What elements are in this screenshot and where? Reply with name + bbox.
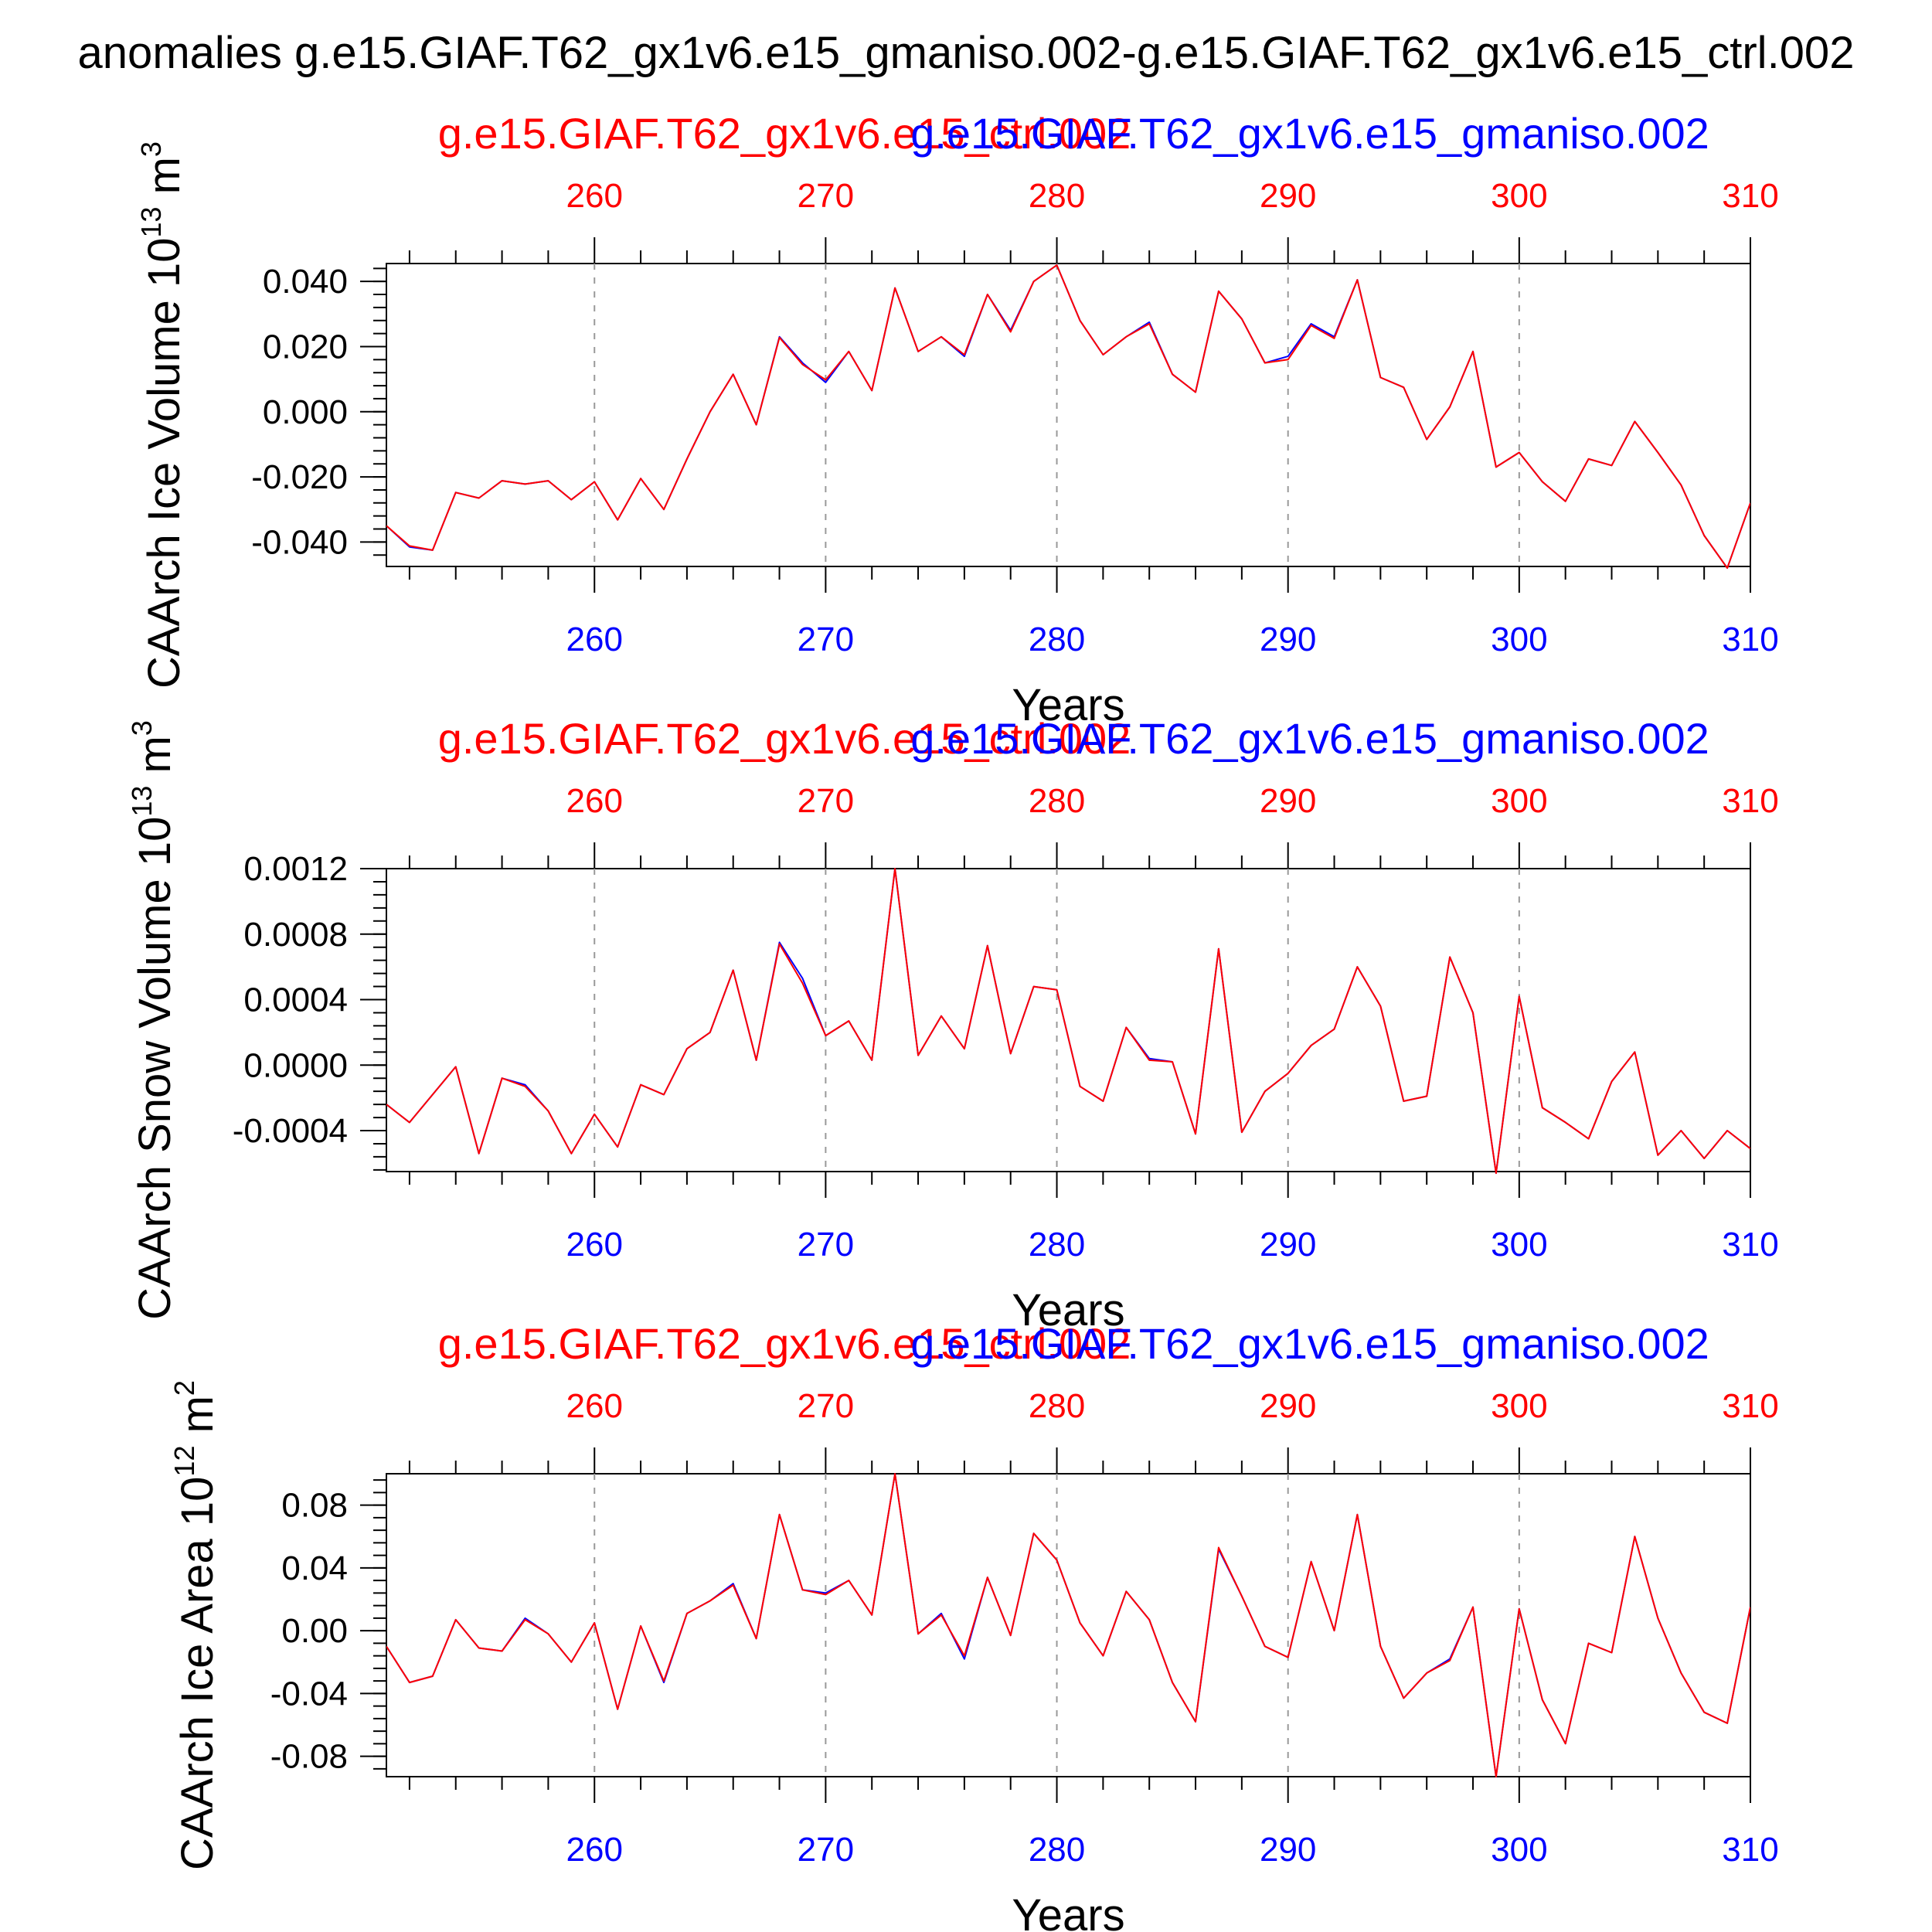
panel2-y-tick-label-2: 0.0004 <box>243 981 348 1019</box>
panel2-bottom-tick-label-290: 290 <box>1260 1226 1316 1264</box>
panel1-y-axis-label: CAArch Ice Volume 1013 m3 <box>135 141 189 689</box>
panel3-frame <box>386 1473 1751 1777</box>
panel1-series-line-ctrl <box>386 264 1750 570</box>
panel1-frame <box>386 263 1751 567</box>
panel2-top-tick-label-270: 270 <box>798 782 854 820</box>
panel1-bottom-tick-label-260: 260 <box>566 621 623 658</box>
panel1-y-tick-label-1: -0.020 <box>251 458 348 496</box>
panel2-bottom-tick-label-260: 260 <box>566 1226 623 1264</box>
panel3-x-axis-label: Years <box>1012 1890 1124 1932</box>
panel3-bottom-tick-label-280: 280 <box>1029 1831 1085 1869</box>
panel3-top-tick-label-310: 310 <box>1722 1387 1778 1425</box>
panel2-y-tick-label-4: 0.0012 <box>243 850 348 888</box>
panel2-legend-gmaniso: g.e15.GIAF.T62_gx1v6.e15_gmaniso.002 <box>910 714 1709 763</box>
panel2-y-tick-label-3: 0.0008 <box>243 916 348 954</box>
panel2-top-tick-label-280: 280 <box>1029 782 1085 820</box>
panel3-top-tick-label-300: 300 <box>1491 1387 1547 1425</box>
panel3-series-line-gmaniso <box>386 1473 1750 1777</box>
panel2-bottom-tick-label-280: 280 <box>1029 1226 1085 1264</box>
panel2-y-axis-label: CAArch Snow Volume 1013 m3 <box>126 720 180 1320</box>
panel3-legend-gmaniso: g.e15.GIAF.T62_gx1v6.e15_gmaniso.002 <box>910 1319 1709 1368</box>
panel3-bottom-tick-label-260: 260 <box>566 1831 623 1869</box>
panel2-top-tick-label-290: 290 <box>1260 782 1316 820</box>
panel2-bottom-tick-label-270: 270 <box>798 1226 854 1264</box>
panel1-bottom-tick-label-310: 310 <box>1722 621 1778 658</box>
panel1-top-tick-label-260: 260 <box>566 177 623 215</box>
panel3-bottom-tick-label-270: 270 <box>798 1831 854 1869</box>
panel3-top-tick-label-260: 260 <box>566 1387 623 1425</box>
panel1-top-tick-label-300: 300 <box>1491 177 1547 215</box>
panel1-bottom-tick-label-300: 300 <box>1491 621 1547 658</box>
panel1-x-axis-label: Years <box>1012 680 1124 730</box>
panel1-top-tick-label-270: 270 <box>798 177 854 215</box>
figure-title: anomalies g.e15.GIAF.T62_gx1v6.e15_gmani… <box>78 28 1855 78</box>
panel1-top-tick-label-290: 290 <box>1260 177 1316 215</box>
panel1-y-tick-label-2: 0.000 <box>263 393 348 431</box>
panel3-top-tick-label-290: 290 <box>1260 1387 1316 1425</box>
panel1-y-tick-label-3: 0.020 <box>263 328 348 366</box>
panel1-bottom-tick-label-290: 290 <box>1260 621 1316 658</box>
panel3-bottom-tick-label-300: 300 <box>1491 1831 1547 1869</box>
panel1-legend-ctrl: g.e15.GIAF.T62_gx1v6.e15_ctrl.002 <box>438 109 1131 158</box>
panel3-bottom-tick-label-290: 290 <box>1260 1831 1316 1869</box>
panel1-legend-gmaniso: g.e15.GIAF.T62_gx1v6.e15_gmaniso.002 <box>910 109 1709 158</box>
panel3-y-tick-label-0: -0.08 <box>270 1738 348 1776</box>
panel3-y-tick-label-2: 0.00 <box>281 1612 348 1650</box>
panel2-frame <box>386 868 1751 1172</box>
panel3-bottom-tick-label-310: 310 <box>1722 1831 1778 1869</box>
panel1-top-tick-label-310: 310 <box>1722 177 1778 215</box>
panel2-y-tick-label-0: -0.0004 <box>233 1112 348 1150</box>
panel1-y-tick-label-0: -0.040 <box>251 523 348 561</box>
panel3-y-tick-label-1: -0.04 <box>270 1675 348 1713</box>
panel3-y-tick-label-3: 0.04 <box>281 1549 348 1587</box>
panel1-top-tick-label-280: 280 <box>1029 177 1085 215</box>
panel2-top-tick-label-310: 310 <box>1722 782 1778 820</box>
panel2-bottom-tick-label-300: 300 <box>1491 1226 1547 1264</box>
panel1-bottom-tick-label-280: 280 <box>1029 621 1085 658</box>
panel3-y-axis-label: CAArch Ice Area 1012 m2 <box>168 1380 223 1870</box>
panel3-legend-ctrl: g.e15.GIAF.T62_gx1v6.e15_ctrl.002 <box>438 1319 1131 1368</box>
panel3-top-tick-label-280: 280 <box>1029 1387 1085 1425</box>
panel2-top-tick-label-260: 260 <box>566 782 623 820</box>
panel1-y-tick-label-4: 0.040 <box>263 263 348 301</box>
panel3-y-tick-label-4: 0.08 <box>281 1487 348 1525</box>
panel2-series-line-gmaniso <box>386 868 1750 1175</box>
panel3-series-line-ctrl <box>386 1473 1750 1777</box>
panel3-top-tick-label-270: 270 <box>798 1387 854 1425</box>
panel1-series-line-gmaniso <box>386 264 1750 570</box>
panel2-x-axis-label: Years <box>1012 1285 1124 1335</box>
panel2-y-tick-label-1: 0.0000 <box>243 1046 348 1084</box>
panel2-top-tick-label-300: 300 <box>1491 782 1547 820</box>
panel2-bottom-tick-label-310: 310 <box>1722 1226 1778 1264</box>
panel2-series-line-ctrl <box>386 868 1750 1175</box>
panel1-bottom-tick-label-270: 270 <box>798 621 854 658</box>
panel2-legend-ctrl: g.e15.GIAF.T62_gx1v6.e15_ctrl.002 <box>438 714 1131 763</box>
